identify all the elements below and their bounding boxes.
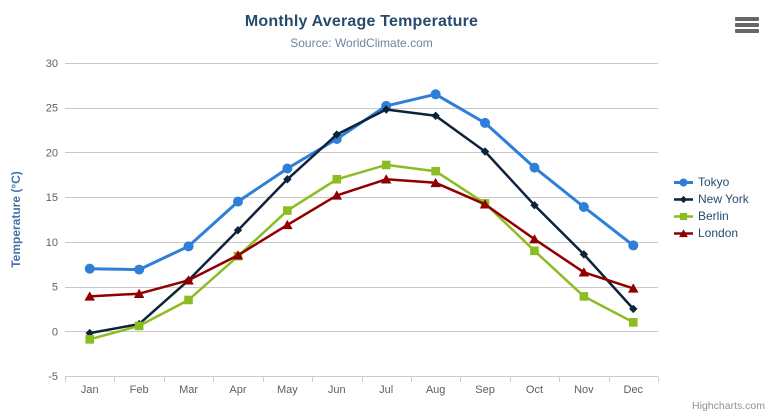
legend-item-new-york[interactable]: New York [674,192,749,206]
export-menu-button[interactable] [733,15,761,35]
legend-marker-circle-icon [674,178,693,186]
y-axis-title: Temperature (°C) [9,171,23,268]
legend-marker-shape [679,178,688,186]
data-point-london-dec[interactable] [628,283,639,293]
chart-title: Monthly Average Temperature [244,13,479,30]
legend: Tokyo New York Berlin London [674,175,749,243]
data-point-berlin-jun[interactable] [332,174,342,184]
x-axis-label-mar: Mar [179,384,198,396]
x-axis-label-jul: Jul [379,384,393,396]
series-line-berlin[interactable] [88,163,635,341]
x-axis-label-nov: Nov [574,384,594,396]
data-point-london-aug[interactable] [430,177,441,188]
data-point-london-jan[interactable] [84,291,95,301]
data-point-tokyo-mar[interactable] [183,241,194,252]
legend-item-berlin[interactable]: Berlin [674,209,749,223]
y-axis-label: 15 [46,192,58,204]
legend-marker-shape [679,212,688,220]
data-point-london-may[interactable] [282,219,293,230]
data-point-new-york-aug[interactable] [431,111,440,120]
legend-label: Tokyo [698,175,730,189]
data-point-tokyo-feb[interactable] [134,264,145,275]
data-point-london-nov[interactable] [578,267,590,277]
menu-bar [735,23,759,27]
legend-label: Berlin [698,209,729,223]
data-point-london-jun[interactable] [331,190,343,200]
data-point-new-york-nov[interactable] [579,250,589,259]
legend-marker-square-icon [674,212,693,220]
data-point-tokyo-apr[interactable] [232,196,243,207]
legend-marker-shape [679,195,688,203]
x-axis-label-oct: Oct [526,384,543,396]
data-point-new-york-may[interactable] [283,175,292,184]
y-axis-label: -5 [48,371,58,383]
chart-subtitle: Source: WorldClimate.com [290,36,433,50]
legend-label: New York [698,192,749,206]
data-point-tokyo-may[interactable] [282,163,293,174]
series-line-tokyo[interactable] [88,92,635,272]
series-line-new-york[interactable] [88,108,635,335]
data-point-london-jul[interactable] [380,174,392,184]
data-point-new-york-dec[interactable] [629,304,638,314]
x-axis-label-may: May [277,384,298,396]
x-axis-label-apr: Apr [229,384,246,396]
data-point-tokyo-sep[interactable] [480,117,491,128]
data-point-new-york-jun[interactable] [332,130,341,139]
data-point-new-york-oct[interactable] [530,200,539,210]
data-point-london-sep[interactable] [479,199,491,209]
data-point-berlin-dec[interactable] [628,318,638,327]
legend-label: London [698,226,739,240]
data-point-tokyo-aug[interactable] [430,89,441,100]
highcharts-credit-link[interactable]: Highcharts.com [692,400,765,412]
legend-item-london[interactable]: London [674,226,749,240]
y-axis-label: 20 [46,147,58,159]
series-line-london[interactable] [88,178,635,298]
legend-marker-triangle-icon [674,228,693,237]
data-point-berlin-may[interactable] [283,206,292,215]
y-axis-label: 25 [46,103,58,115]
data-point-tokyo-jan[interactable] [84,263,95,274]
data-point-berlin-aug[interactable] [431,166,440,176]
x-axis-label-dec: Dec [624,384,644,396]
data-point-berlin-jan[interactable] [85,335,95,344]
y-axis-label: 30 [46,58,58,70]
menu-bar [735,17,759,21]
data-point-berlin-feb[interactable] [134,321,144,331]
x-axis-label-sep: Sep [475,384,495,396]
data-point-new-york-apr[interactable] [233,226,243,235]
data-point-tokyo-oct[interactable] [529,162,540,173]
legend-marker-diamond-icon [674,195,693,203]
data-point-berlin-mar[interactable] [184,295,193,305]
menu-bar [735,29,759,33]
hamburger-menu-icon [735,17,759,33]
legend-marker-shape [679,228,688,237]
data-point-tokyo-dec[interactable] [628,240,639,251]
data-point-london-mar[interactable] [183,275,194,285]
data-point-london-apr[interactable] [232,250,244,260]
data-point-new-york-sep[interactable] [480,147,490,156]
x-axis-label-jun: Jun [328,384,346,396]
data-point-berlin-jul[interactable] [381,160,391,170]
data-point-new-york-jul[interactable] [382,105,391,114]
data-point-tokyo-nov[interactable] [578,201,589,212]
y-axis-label: 5 [52,282,58,294]
data-point-london-feb[interactable] [133,288,145,298]
data-point-berlin-oct[interactable] [530,246,539,256]
y-axis-label: 0 [52,326,58,338]
x-axis-label-aug: Aug [426,384,446,396]
y-axis-label: 10 [46,237,58,249]
data-point-berlin-nov[interactable] [579,292,589,301]
x-axis-label-feb: Feb [130,384,149,396]
data-point-london-oct[interactable] [529,234,540,244]
legend-item-tokyo[interactable]: Tokyo [674,175,749,189]
x-axis-label-jan: Jan [81,384,99,396]
